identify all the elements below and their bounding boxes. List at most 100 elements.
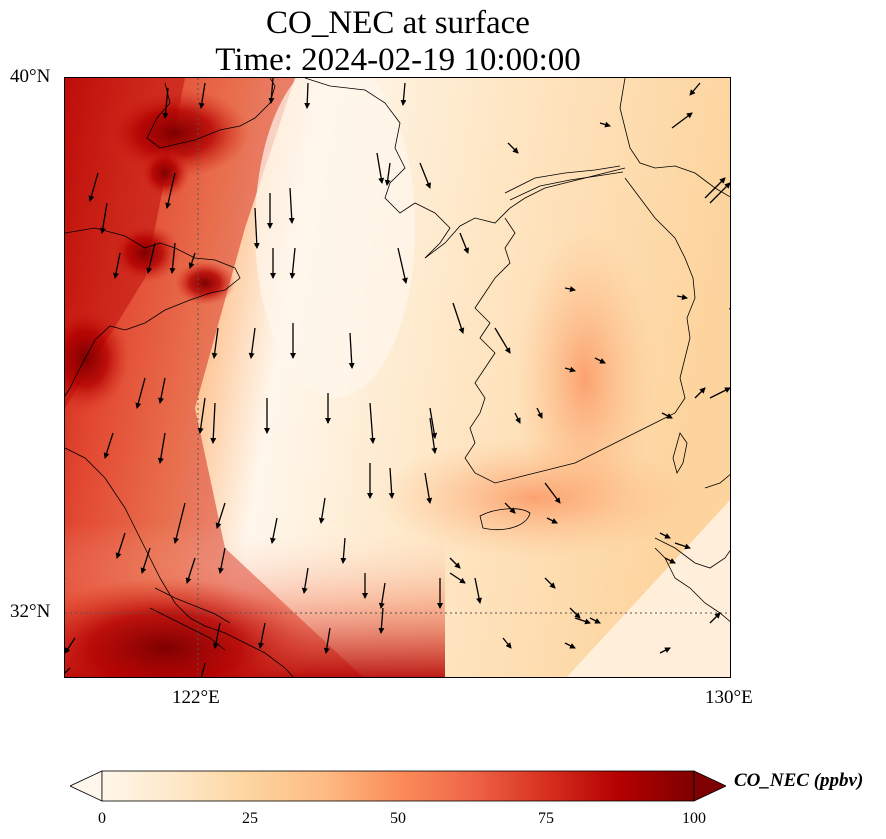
- wind-vector: [536, 407, 543, 419]
- wind-vector: [210, 402, 217, 444]
- lon-label-130e: 130°E: [705, 687, 753, 708]
- wind-vector: [340, 537, 347, 564]
- wind-vector: [704, 177, 726, 199]
- colorbar-svg: [69, 770, 727, 802]
- wind-vector: [157, 432, 166, 464]
- coast-tsushima: [672, 432, 688, 475]
- coast-jeju: [479, 508, 531, 530]
- wind-vector: [301, 567, 309, 594]
- wind-vector: [268, 78, 275, 104]
- wind-vector: [564, 642, 576, 649]
- wind-vector: [589, 617, 601, 624]
- wind-vector: [113, 252, 121, 279]
- wind-vector: [674, 542, 691, 550]
- wind-vector: [369, 402, 376, 444]
- wind-vector: [659, 532, 671, 539]
- wind-vector: [376, 152, 385, 184]
- wind-vector: [188, 252, 196, 269]
- map-plot-area: [64, 77, 731, 678]
- coast-honshu: [704, 474, 730, 489]
- wind-vector: [424, 472, 433, 504]
- wind-vector: [65, 637, 76, 654]
- wind-vector: [65, 667, 71, 677]
- wind-vector: [569, 607, 581, 619]
- wind-vector: [599, 121, 611, 128]
- field-southsea-band: [375, 438, 695, 558]
- wind-vector: [169, 242, 176, 274]
- coast-kyushu-north: [654, 537, 730, 569]
- wind-vector: [318, 497, 326, 524]
- map-title-line1: CO_NEC at surface: [266, 5, 530, 41]
- wind-vector: [258, 622, 266, 649]
- wind-vector: [378, 607, 385, 634]
- wind-vector: [323, 627, 331, 654]
- wind-vector: [158, 377, 166, 404]
- wind-vector: [564, 286, 576, 292]
- wind-vector: [388, 467, 395, 499]
- wind-vector: [709, 387, 730, 399]
- wind-vector: [248, 327, 256, 359]
- wind-vectors: [65, 78, 730, 677]
- map-svg: [65, 78, 730, 677]
- wind-vector: [162, 87, 169, 119]
- wind-vector: [99, 202, 108, 234]
- wind-vector: [213, 622, 221, 649]
- field-yangtze-hotspot: [65, 578, 315, 677]
- colorbar-tick-75: 75: [538, 810, 554, 827]
- coast-shandong: [65, 227, 241, 397]
- wind-vector: [397, 247, 408, 284]
- wind-vector: [289, 247, 296, 279]
- wind-vector: [449, 572, 466, 584]
- lon-label-122e: 122°E: [172, 687, 220, 708]
- wind-vector: [200, 662, 206, 677]
- wind-vector: [574, 617, 591, 625]
- wind-vector: [215, 502, 226, 529]
- wind-vector: [384, 162, 391, 186]
- wind-vector: [146, 242, 156, 274]
- wind-vector: [378, 582, 386, 609]
- lat-label-32n: 32°N: [10, 601, 51, 622]
- wind-vector: [494, 327, 511, 354]
- wind-vector: [504, 502, 516, 514]
- wind-vector: [419, 162, 431, 189]
- wind-vector: [288, 187, 295, 224]
- field-clean-core: [255, 78, 415, 398]
- wind-vector: [676, 294, 688, 300]
- field-bohai-hotspot: [100, 88, 250, 178]
- colorbar: [69, 768, 727, 804]
- wind-vector: [88, 172, 99, 202]
- wind-vector: [564, 366, 576, 373]
- wind-vector: [165, 172, 176, 209]
- wind-vector: [474, 577, 482, 604]
- colorbar-extend-min: [69, 770, 103, 802]
- wind-vector: [348, 332, 355, 369]
- wind-vector: [689, 82, 701, 96]
- colorbar-gradient: [101, 770, 695, 802]
- coast-yangtze-north: [154, 587, 231, 624]
- colorbar-tick-100: 100: [682, 810, 706, 827]
- wind-vector: [211, 327, 219, 359]
- colorbar-extend-max: [693, 770, 727, 802]
- colorbar-tick-50: 50: [390, 810, 406, 827]
- lat-label-40n: 40°N: [10, 66, 51, 87]
- coast-nk-east: [619, 78, 730, 198]
- wind-vector: [400, 82, 407, 106]
- wind-vector: [514, 412, 521, 424]
- wind-vector: [671, 112, 693, 129]
- wind-vector: [270, 517, 278, 544]
- map-title-line2: Time: 2024-02-19 10:00:00: [215, 42, 581, 78]
- wind-vector: [664, 557, 676, 564]
- field-shandong-hotspot: [110, 223, 180, 283]
- wind-vector: [502, 637, 512, 649]
- field-shandong-tip: [175, 261, 235, 305]
- wind-vector: [218, 547, 226, 574]
- wind-vector: [173, 502, 186, 544]
- colorbar-tick-0: 0: [98, 810, 106, 827]
- coast-korea: [464, 177, 696, 484]
- wind-vector: [661, 412, 673, 419]
- field-jiangsu-hotspot: [65, 303, 130, 413]
- wind-vector: [140, 547, 151, 574]
- coast-yangtze-south: [149, 607, 226, 651]
- wind-vector: [253, 207, 260, 249]
- wind-vector: [452, 302, 465, 334]
